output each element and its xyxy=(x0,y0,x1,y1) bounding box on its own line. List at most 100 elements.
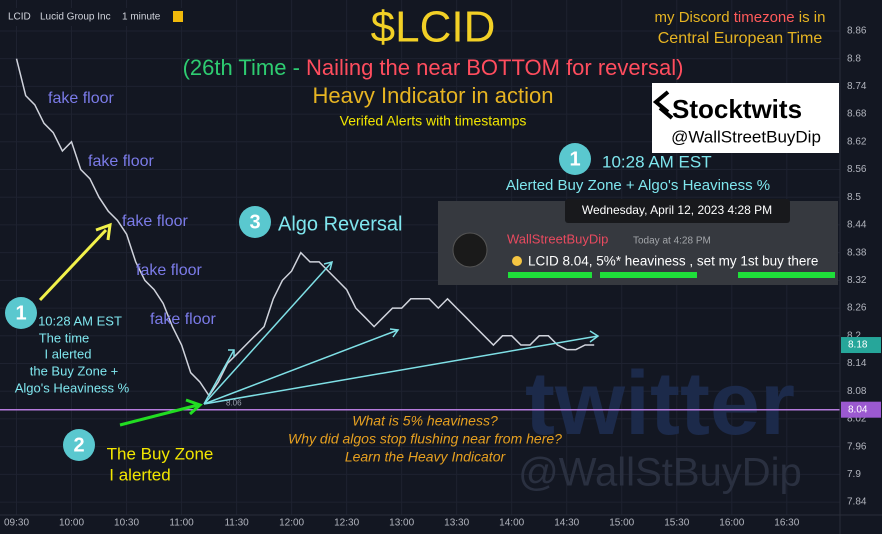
x-tick-label: 15:00 xyxy=(609,518,634,529)
y-tick-label: 8.62 xyxy=(847,136,867,147)
low-label: 8.06 xyxy=(226,399,242,408)
price-label-bg xyxy=(841,337,881,354)
y-tick-label: 8.26 xyxy=(847,303,867,314)
note: I alerted xyxy=(45,346,92,361)
y-tick-label: 8.02 xyxy=(847,414,867,425)
badge xyxy=(63,429,95,461)
y-tick-label: 7.9 xyxy=(847,469,861,480)
y-tick-label: 8.38 xyxy=(847,247,867,258)
y-tick-label: 8.32 xyxy=(847,275,867,286)
badge-label: 2 xyxy=(73,434,84,456)
x-tick-label: 09:30 xyxy=(4,518,29,529)
badge xyxy=(5,297,37,329)
fake-floor: fake floor xyxy=(150,311,216,328)
y-tick-label: 8.14 xyxy=(847,358,867,369)
arrow-heads xyxy=(228,260,600,357)
chart-title: $LCID xyxy=(371,3,496,52)
badge xyxy=(559,143,591,175)
header-bg xyxy=(4,8,184,26)
y-tick-label: 8.44 xyxy=(847,220,867,231)
price-label: 8.18 xyxy=(848,340,868,351)
tz-c: is in xyxy=(795,9,826,26)
x-tick-label: 16:30 xyxy=(774,518,799,529)
watermark: twitter xyxy=(525,354,795,454)
badge-label: 1 xyxy=(569,148,580,170)
fake-floor: fake floor xyxy=(122,213,188,230)
price-label-bg xyxy=(841,401,881,418)
y-tick-label: 7.96 xyxy=(847,441,867,452)
timezone: my Discord timezone is in xyxy=(655,9,826,26)
note: The time xyxy=(39,330,90,345)
arrow xyxy=(203,335,599,405)
arrow xyxy=(203,349,235,405)
discord-user: WallStreetBuyDip xyxy=(507,231,608,246)
y-tick-label: 8.74 xyxy=(847,81,867,92)
y-tick-label: 8.56 xyxy=(847,164,867,175)
question: Why did algos stop flushing near from he… xyxy=(288,431,562,447)
stocktwits-box xyxy=(652,83,839,153)
y-tick-label: 8.86 xyxy=(847,26,867,37)
question: Learn the Heavy Indicator xyxy=(345,449,507,465)
question: What is 5% heaviness? xyxy=(352,413,498,429)
y-tick-label: 8.68 xyxy=(847,109,867,120)
y-tick-label: 8.5 xyxy=(847,192,861,203)
y-tick-label: 7.84 xyxy=(847,497,867,508)
x-tick-label: 16:00 xyxy=(719,518,744,529)
buy-zone: I alerted xyxy=(109,465,170,484)
arrow xyxy=(203,261,333,405)
algo-reversal: Algo Reversal xyxy=(278,213,403,235)
arrow xyxy=(38,228,108,302)
subtitle: (26th Time - Nailing the near BOTTOM for… xyxy=(183,55,684,80)
note: 10:28 AM EST xyxy=(602,152,712,171)
badge-label: 3 xyxy=(249,211,260,233)
price-line xyxy=(15,58,595,398)
underline xyxy=(600,272,697,278)
discord-time: Today at 4:28 PM xyxy=(633,236,711,247)
price-label: 8.04 xyxy=(848,404,868,415)
subtitle3: Verifed Alerts with timestamps xyxy=(340,113,527,129)
watermark-handle: @WallStBuyDip xyxy=(518,451,802,495)
discord-date: Wednesday, April 12, 2023 4:28 PM xyxy=(582,203,772,217)
x-tick-label: 12:30 xyxy=(334,518,359,529)
arrow-head xyxy=(95,222,112,241)
x-tick-label: 11:00 xyxy=(169,518,194,529)
underline xyxy=(738,272,835,278)
symbol-name: Lucid Group Inc xyxy=(40,12,111,23)
reversal-arrows xyxy=(203,260,600,405)
note: Alerted Buy Zone + Algo's Heaviness % xyxy=(506,177,770,194)
badge-label: 1 xyxy=(15,302,26,324)
stocktwits-brand: Stocktwits xyxy=(672,94,802,124)
discord-message: LCID 8.04, 5%* heaviness , set my 1st bu… xyxy=(528,254,818,269)
arrow xyxy=(119,403,199,427)
y-tick-label: 8.8 xyxy=(847,53,861,64)
x-tick-label: 14:30 xyxy=(554,518,579,529)
y-tick-label: 8.08 xyxy=(847,386,867,397)
x-tick-label: 10:30 xyxy=(114,518,139,529)
note: the Buy Zone + xyxy=(30,363,119,378)
x-tick-label: 14:00 xyxy=(499,518,524,529)
fake-floor: fake floor xyxy=(48,90,114,107)
interval: 1 minute xyxy=(122,12,161,23)
stocktwits-handle: @WallStreetBuyDip xyxy=(671,127,821,146)
note: Algo's Heaviness % xyxy=(15,380,130,395)
x-tick-label: 10:00 xyxy=(59,518,84,529)
x-tick-label: 13:00 xyxy=(389,518,414,529)
timezone-2: Central European Time xyxy=(658,30,823,47)
bulb xyxy=(512,256,522,266)
tz-a: my Discord xyxy=(655,9,734,26)
discord-tooltip xyxy=(565,199,790,223)
stocktwits-logo xyxy=(652,90,674,120)
subtitle-b: Nailing the near BOTTOM for reversal) xyxy=(306,55,683,80)
underlines xyxy=(508,272,835,278)
fake-floor: fake floor xyxy=(88,153,154,170)
note: 10:28 AM EST xyxy=(38,313,122,328)
x-tick-label: 15:30 xyxy=(664,518,689,529)
x-tick-label: 13:30 xyxy=(444,518,469,529)
icon xyxy=(173,11,183,22)
subtitle-a: (26th Time - xyxy=(183,55,306,80)
y-tick-label: 8.2 xyxy=(847,330,861,341)
arrow xyxy=(203,329,399,405)
underline xyxy=(508,272,592,278)
buy-zone: The Buy Zone xyxy=(107,444,214,463)
